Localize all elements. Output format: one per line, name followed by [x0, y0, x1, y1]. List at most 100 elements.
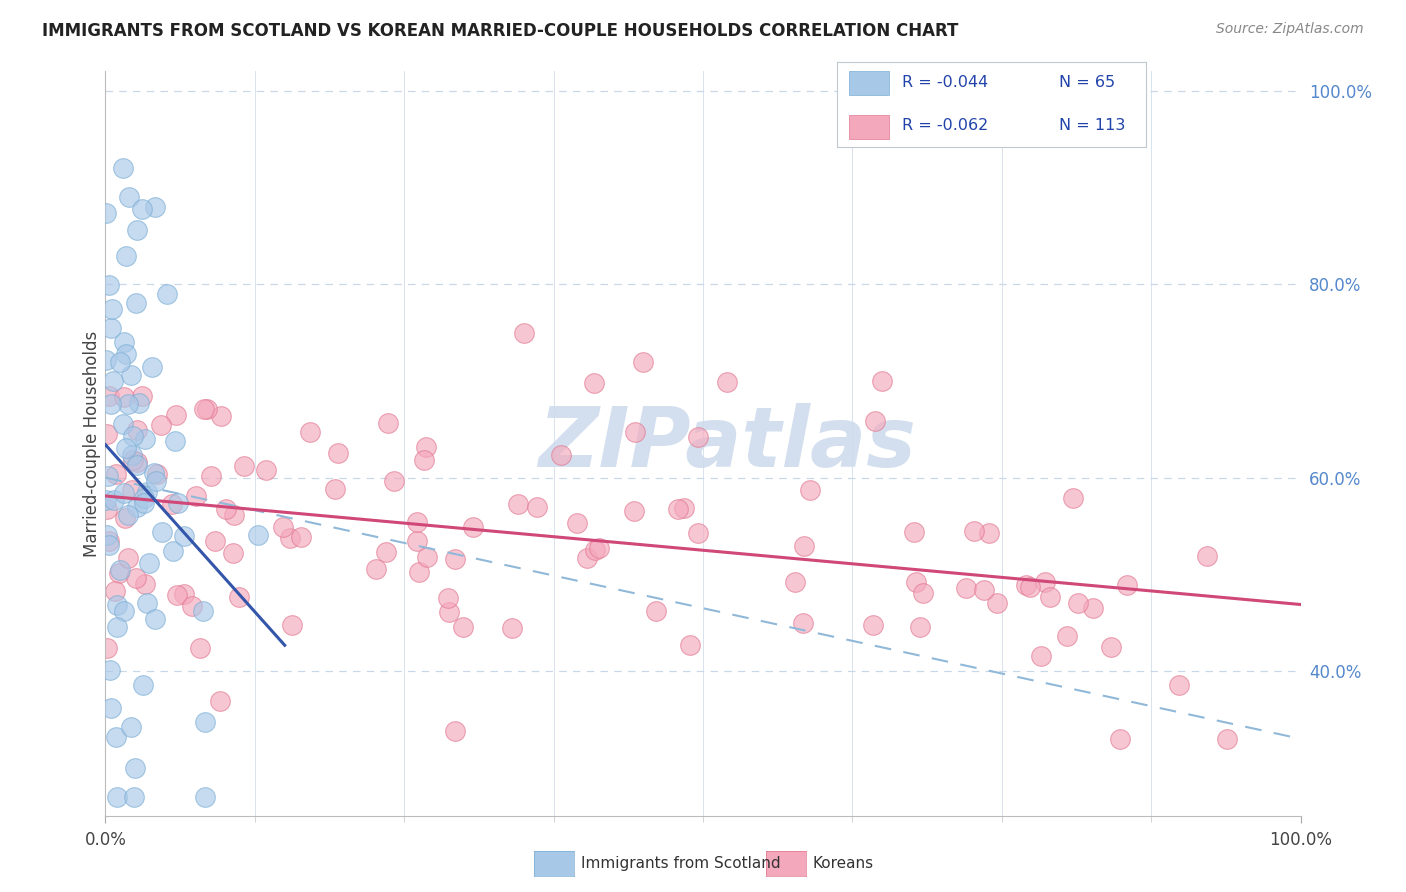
Point	[173, 587, 195, 601]
Point	[1099, 640, 1122, 655]
Point	[117, 508, 139, 522]
Bar	[849, 71, 889, 95]
Point	[134, 496, 156, 510]
Point	[323, 482, 346, 496]
Point	[863, 414, 886, 428]
Point	[128, 395, 150, 409]
Point	[209, 694, 232, 708]
Point	[134, 432, 156, 446]
Point	[672, 501, 695, 516]
Point	[437, 591, 460, 606]
Text: IMMIGRANTS FROM SCOTLAND VS KOREAN MARRIED-COUPLE HOUSEHOLDS CORRELATION CHART: IMMIGRANTS FROM SCOTLAND VS KOREAN MARRI…	[42, 22, 959, 40]
Point	[583, 376, 606, 390]
Point	[955, 581, 977, 595]
Point	[105, 730, 128, 744]
Text: Koreans: Koreans	[813, 856, 873, 871]
Point	[127, 454, 149, 468]
Point	[204, 533, 226, 548]
Point	[963, 524, 986, 539]
Point	[114, 249, 136, 263]
Point	[118, 190, 141, 204]
Point	[142, 466, 165, 480]
Point	[131, 202, 153, 217]
Point	[166, 588, 188, 602]
Point	[290, 530, 312, 544]
Point	[96, 205, 118, 219]
Point	[132, 678, 155, 692]
Point	[166, 496, 188, 510]
Bar	[849, 115, 889, 139]
Point	[1066, 596, 1088, 610]
Point	[408, 565, 430, 579]
Point	[783, 575, 806, 590]
Point	[1216, 731, 1239, 746]
Point	[114, 511, 136, 525]
Point	[143, 200, 166, 214]
Point	[501, 621, 523, 635]
Point	[506, 497, 529, 511]
Y-axis label: Married-couple Households: Married-couple Households	[83, 331, 101, 557]
Point	[195, 401, 218, 416]
Point	[98, 389, 121, 403]
Point	[444, 724, 467, 739]
Point	[135, 596, 157, 610]
Point	[125, 571, 148, 585]
Point	[1062, 491, 1084, 505]
Point	[716, 375, 738, 389]
Point	[191, 604, 214, 618]
Point	[122, 789, 145, 804]
Point	[184, 489, 207, 503]
Text: R = -0.044: R = -0.044	[901, 75, 988, 90]
Point	[623, 425, 645, 439]
Point	[254, 463, 277, 477]
Point	[134, 576, 156, 591]
Point	[872, 374, 894, 388]
Point	[1195, 549, 1218, 563]
Point	[1108, 731, 1130, 746]
Point	[141, 359, 163, 374]
Point	[912, 586, 935, 600]
Point	[679, 638, 702, 652]
Point	[623, 504, 645, 518]
Point	[138, 556, 160, 570]
Point	[132, 491, 155, 505]
Point	[686, 430, 709, 444]
Point	[793, 539, 815, 553]
Point	[1015, 577, 1038, 591]
Point	[588, 541, 610, 555]
Text: N = 65: N = 65	[1059, 75, 1115, 90]
Point	[215, 502, 238, 516]
Point	[149, 417, 172, 432]
Point	[127, 458, 149, 472]
Text: Immigrants from Scotland: Immigrants from Scotland	[581, 856, 780, 871]
Point	[415, 440, 437, 454]
Point	[143, 611, 166, 625]
Point	[298, 425, 321, 439]
Point	[112, 161, 135, 175]
Point	[135, 485, 157, 500]
Point	[209, 409, 232, 424]
Point	[121, 429, 143, 443]
Point	[461, 520, 484, 534]
Point	[96, 426, 118, 441]
Point	[228, 590, 250, 604]
Point	[98, 538, 121, 552]
Point	[1115, 578, 1137, 592]
Point	[904, 575, 927, 590]
Point	[406, 534, 429, 549]
Point	[100, 301, 122, 316]
Point	[986, 596, 1008, 610]
Point	[686, 525, 709, 540]
Point	[122, 453, 145, 467]
Point	[100, 700, 122, 714]
Point	[413, 453, 436, 467]
Point	[1029, 649, 1052, 664]
Point	[146, 467, 169, 481]
Point	[792, 615, 814, 630]
Point	[105, 620, 128, 634]
Point	[645, 604, 668, 618]
Point	[513, 326, 536, 340]
Point	[1039, 590, 1062, 604]
Point	[406, 515, 429, 529]
Text: N = 113: N = 113	[1059, 118, 1126, 133]
